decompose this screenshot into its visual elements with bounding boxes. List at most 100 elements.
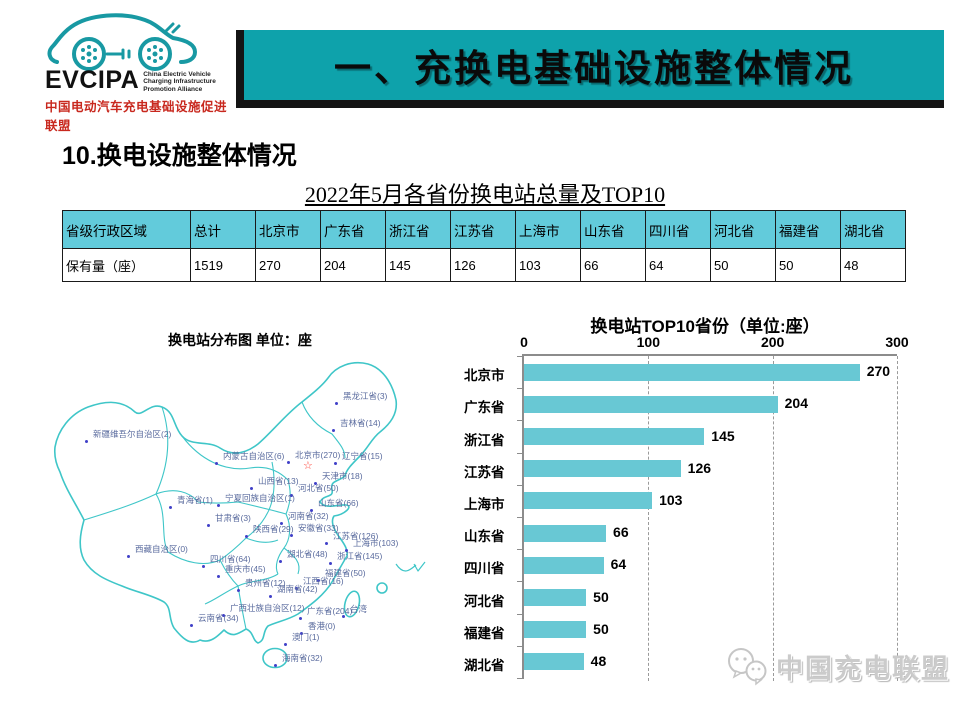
map-province-dot: [295, 587, 298, 590]
banner-title: 一、充换电基础设施整体情况: [334, 49, 854, 90]
map-province-dot: [207, 524, 210, 527]
map-province-label: 山东省(66): [318, 498, 359, 508]
bar-chart: 换电站TOP10省份（单位:座） 0 100 200 300 北京市 270 广东省 204 浙…: [462, 312, 948, 692]
map-province-label: 青海省(1): [177, 495, 213, 505]
map-province-label: 河南省(32): [288, 511, 329, 521]
chart-title: 换电站TOP10省份（单位:座）: [590, 317, 820, 336]
map-province-dot: [222, 614, 225, 617]
map-province-label: 四川省(64): [210, 554, 251, 564]
chart-value-label: 64: [610, 556, 627, 573]
table-header-cell: 湖北省: [840, 210, 906, 249]
chart-value-label: 48: [590, 652, 607, 669]
map-province-dot: [332, 429, 335, 432]
map-title: 换电站分布图 单位：座: [168, 332, 312, 348]
watermark-text: 中国充电联盟: [776, 653, 950, 684]
map-province-dot: [245, 535, 248, 538]
map-province-label: 云南省(34): [198, 613, 239, 623]
chart-value-label: 145: [711, 427, 735, 444]
map-province-label: 陕西省(29): [253, 524, 294, 534]
y-axis-tick: [517, 581, 524, 583]
map-province-label: 江苏省(126): [333, 531, 379, 541]
table-header-cell: 广东省: [320, 210, 386, 249]
chart-category-label: 山东省: [464, 529, 505, 545]
table-row: 保有量（座） 1519 270 204 145 126 103 66 64 50 50 48: [62, 248, 906, 282]
map-province-dot: [310, 509, 313, 512]
chart-plot-area: 0 100 200 300 北京市 270 广东省 204 浙江省 145 江苏省 126 上海市 103…: [464, 334, 909, 682]
table-cell: 48: [840, 248, 906, 282]
table-cell: 1519: [190, 248, 256, 282]
watermark: 中国充电联盟: [726, 646, 950, 686]
map-province-dot: [300, 632, 303, 635]
map-province-label: 贵州省(12): [245, 578, 286, 588]
evcipa-logo: EVCIPA China Electric Vehicle Charging I…: [45, 10, 230, 133]
chart-category-label: 浙江省: [464, 432, 505, 448]
map-province-label: 广西壮族自治区(12): [230, 603, 305, 613]
map-province-label: 台湾: [350, 604, 368, 614]
chart-gridline: [772, 356, 774, 682]
table-cell: 保有量（座）: [62, 248, 191, 282]
map-province-dot: [274, 664, 277, 667]
map-province-dot: [335, 402, 338, 405]
y-axis-tick: [517, 484, 524, 486]
table-header-cell: 江苏省: [450, 210, 516, 249]
chart-value-label: 66: [613, 524, 629, 541]
table-header-row: 省级行政区域 总计 北京市 广东省 浙江省 江苏省 上海市 山东省 四川省 河北省 福建省 湖北省: [62, 210, 906, 249]
chart-category-label: 河北省: [464, 593, 505, 609]
map-province-dot: [169, 506, 172, 509]
chart-value-label: 270: [866, 363, 891, 380]
logo-tagline-en: China Electric Vehicle Charging Infrastr…: [143, 70, 216, 93]
map-province-label: 北京市(270): [295, 450, 341, 460]
table-cell: 126: [450, 248, 516, 282]
map-province-dot: [329, 562, 332, 565]
x-axis-tick-label: 0: [520, 334, 528, 350]
map-province-dot: [85, 440, 88, 443]
map-province-label: 重庆市(45): [225, 564, 266, 574]
table-header-cell: 河北省: [710, 210, 776, 249]
table-header-cell: 四川省: [645, 210, 711, 249]
banner: 一、充换电基础设施整体情况: [236, 30, 944, 108]
chart-category-label: 上海市: [464, 496, 505, 512]
y-axis-tick: [517, 517, 524, 518]
map-province-dot: [269, 595, 272, 598]
map-province-label: 宁夏回族自治区(1): [225, 493, 295, 503]
map-province-dot: [317, 579, 320, 582]
map-province-label: 广东省(204): [307, 606, 353, 616]
map-province-dot: [299, 617, 302, 620]
map-province-label: 山西省(13): [258, 476, 299, 486]
map-province-dot: [290, 494, 293, 497]
map-province-dot: [342, 615, 345, 618]
chart-category-label: 北京市: [464, 368, 505, 384]
chart-bar: [524, 395, 778, 413]
chart-value-label: 50: [593, 588, 609, 605]
x-axis-tick-label: 300: [885, 334, 909, 350]
y-axis-tick: [517, 645, 524, 647]
map-province-label: 新疆维吾尔自治区(2): [93, 429, 172, 439]
chart-category-label: 江苏省: [464, 464, 505, 480]
map-province-label: 福建省(50): [325, 568, 366, 578]
y-axis-tick: [517, 678, 524, 679]
map-province-dot: [127, 555, 130, 558]
chart-value-label: 126: [687, 459, 712, 476]
logo-acronym: EVCIPA: [45, 66, 140, 94]
chart-value-label: 204: [784, 395, 808, 412]
map-province-label: 澳门(1): [292, 632, 320, 642]
chart-category-label: 湖北省: [464, 657, 505, 673]
map-province-dot: [287, 461, 290, 464]
table-header-cell: 浙江省: [385, 210, 451, 249]
map-province-dot: [325, 542, 328, 545]
map-province-label: 浙江省(145): [337, 551, 383, 561]
map-province-label: 上海市(103): [353, 538, 399, 548]
chart-value-label: 103: [659, 491, 683, 508]
map-province-dot: [217, 504, 220, 507]
map-province-dot: [284, 643, 287, 646]
map-province-dot: [237, 589, 240, 592]
chart-gridline: [897, 356, 898, 682]
table-cell: 64: [645, 248, 711, 282]
map-province-dot: [280, 522, 283, 525]
chart-bar: [524, 524, 607, 542]
ev-car-icon: [47, 13, 198, 71]
map-province-dot: [290, 534, 293, 537]
chart-bar: [524, 589, 587, 606]
map-province-dot: [279, 560, 282, 563]
map-province-label: 海南省(32): [282, 653, 323, 663]
